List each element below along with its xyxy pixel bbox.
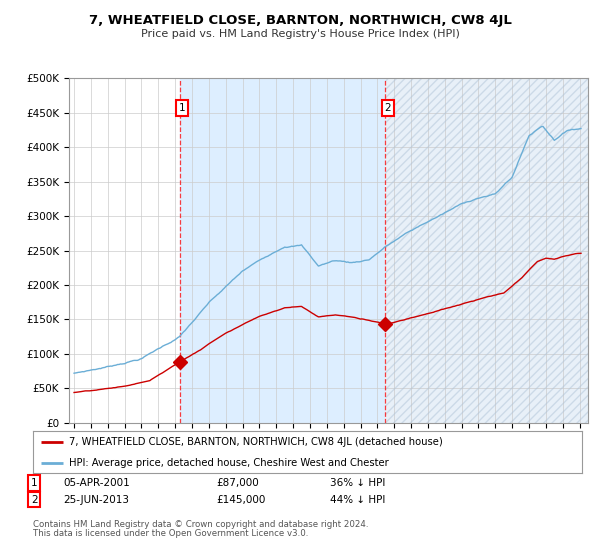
Bar — [179, 78, 385, 423]
Text: 25-JUN-2013: 25-JUN-2013 — [63, 494, 129, 505]
Text: 7, WHEATFIELD CLOSE, BARNTON, NORTHWICH, CW8 4JL (detached house): 7, WHEATFIELD CLOSE, BARNTON, NORTHWICH,… — [68, 437, 442, 447]
Text: 7, WHEATFIELD CLOSE, BARNTON, NORTHWICH, CW8 4JL: 7, WHEATFIELD CLOSE, BARNTON, NORTHWICH,… — [89, 14, 511, 27]
Text: Price paid vs. HM Land Registry's House Price Index (HPI): Price paid vs. HM Land Registry's House … — [140, 29, 460, 39]
Text: HPI: Average price, detached house, Cheshire West and Chester: HPI: Average price, detached house, Ches… — [68, 458, 388, 468]
Text: This data is licensed under the Open Government Licence v3.0.: This data is licensed under the Open Gov… — [33, 529, 308, 538]
Text: 44% ↓ HPI: 44% ↓ HPI — [330, 494, 385, 505]
Bar — [385, 78, 588, 423]
Text: 1: 1 — [179, 102, 185, 113]
Text: 05-APR-2001: 05-APR-2001 — [63, 478, 130, 488]
Text: 2: 2 — [31, 494, 38, 505]
Text: 36% ↓ HPI: 36% ↓ HPI — [330, 478, 385, 488]
Text: 1: 1 — [31, 478, 38, 488]
Text: 2: 2 — [385, 102, 391, 113]
Bar — [385, 78, 588, 423]
Text: £87,000: £87,000 — [216, 478, 259, 488]
Text: £145,000: £145,000 — [216, 494, 265, 505]
Text: Contains HM Land Registry data © Crown copyright and database right 2024.: Contains HM Land Registry data © Crown c… — [33, 520, 368, 529]
